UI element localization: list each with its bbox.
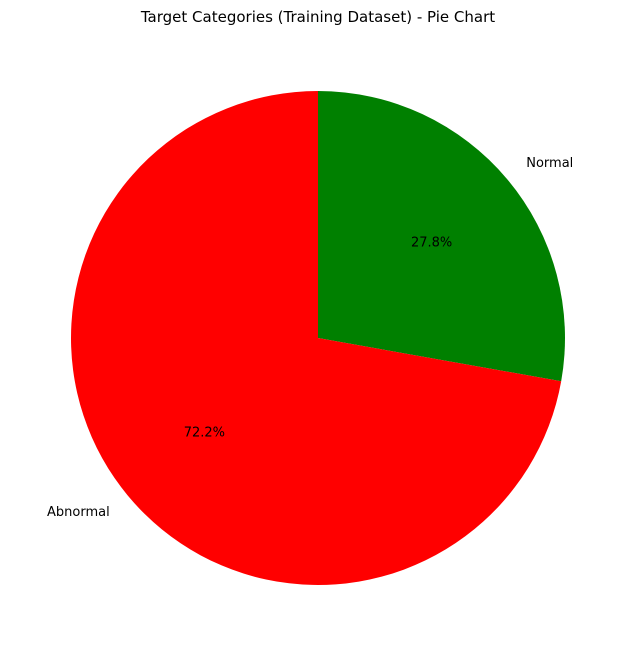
slice-label-abnormal: Abnormal xyxy=(47,505,110,520)
slice-percent-abnormal: 72.2% xyxy=(184,426,225,441)
pie-slice-abnormal xyxy=(70,91,562,585)
chart-title: Target Categories (Training Dataset) - P… xyxy=(140,8,495,26)
slice-label-normal: Normal xyxy=(526,156,573,171)
pie-slices xyxy=(70,91,565,585)
pie-slice-normal xyxy=(318,91,565,382)
slice-percent-normal: 27.8% xyxy=(411,235,452,250)
pie-labels: Normal 27.8% Abnormal 72.2% xyxy=(47,156,573,520)
